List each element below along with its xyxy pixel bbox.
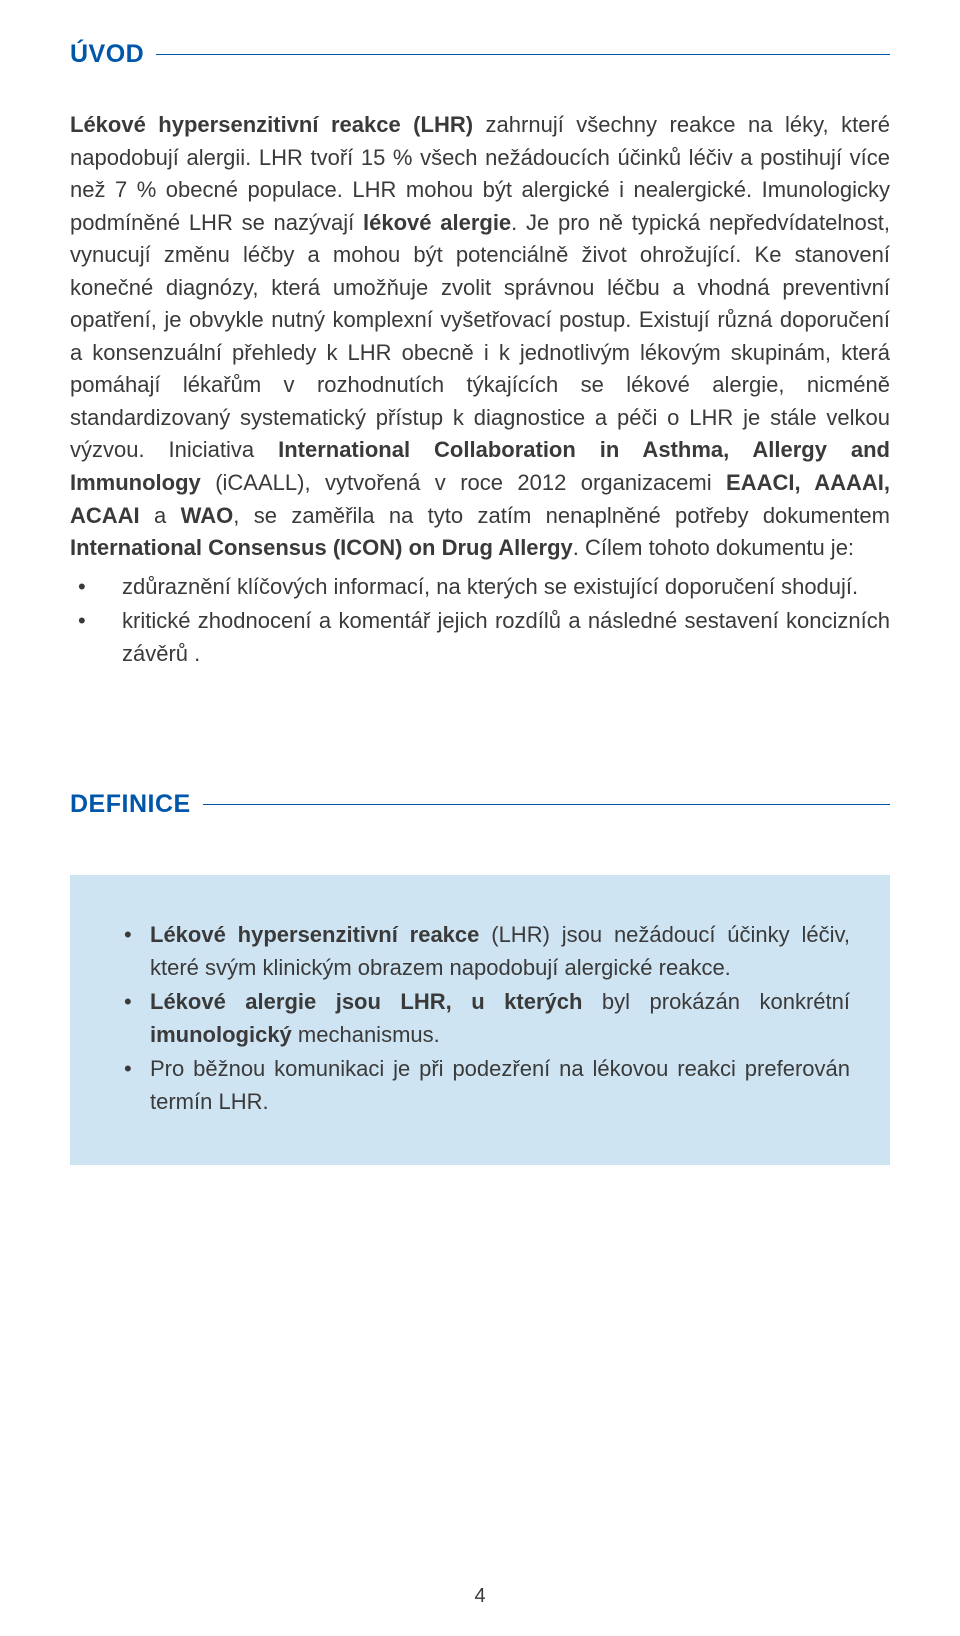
text-2: . Je pro ně typická nepředvídatelnost, v… (70, 210, 890, 463)
list-item: Pro běžnou komunikaci je při podezření n… (110, 1053, 850, 1118)
page-number: 4 (0, 1585, 960, 1608)
heading-text: ÚVOD (70, 40, 144, 69)
definition-box: Lékové hypersenzitivní reakce (LHR) jsou… (70, 875, 890, 1164)
heading-rule (156, 54, 890, 55)
bold-lhr: Lékové hypersenzitivní reakce (LHR) (70, 112, 473, 137)
bold-wao: WAO (181, 503, 234, 528)
def-text: byl prokázán konkrétní (582, 989, 850, 1014)
text-6: . Cílem tohoto dokumentu je: (573, 535, 854, 560)
intro-paragraph: Lékové hypersenzitivní reakce (LHR) zahr… (70, 109, 890, 565)
definition-list: Lékové hypersenzitivní reakce (LHR) jsou… (110, 919, 850, 1118)
heading-text: DEFINICE (70, 790, 191, 819)
list-item: kritické zhodnocení a komentář jejich ro… (70, 605, 890, 670)
section-heading-uvod: ÚVOD (70, 40, 890, 69)
def-text: Pro běžnou komunikaci je při podezření n… (150, 1056, 850, 1114)
list-item: zdůraznění klíčových informací, na který… (70, 571, 890, 604)
list-item: Lékové alergie jsou LHR, u kterých byl p… (110, 986, 850, 1051)
section-heading-definice: DEFINICE (70, 790, 890, 819)
text-5: , se zaměřila na tyto zatím nenaplněné p… (233, 503, 890, 528)
def-text: mechanismus. (292, 1022, 440, 1047)
def-bold: Lékové hypersenzitivní reakce (150, 922, 479, 947)
def-bold: Lékové alergie jsou LHR, u kterých (150, 989, 582, 1014)
bold-alergie: lékové alergie (363, 210, 511, 235)
intro-bullets: zdůraznění klíčových informací, na který… (70, 571, 890, 671)
list-item: Lékové hypersenzitivní reakce (LHR) jsou… (110, 919, 850, 984)
text-4: a (140, 503, 181, 528)
heading-rule (203, 804, 890, 805)
text-3: (iCAALL), vytvořená v roce 2012 organiza… (201, 470, 726, 495)
def-bold: imunologický (150, 1022, 292, 1047)
bold-icon: International Consensus (ICON) on Drug A… (70, 535, 573, 560)
